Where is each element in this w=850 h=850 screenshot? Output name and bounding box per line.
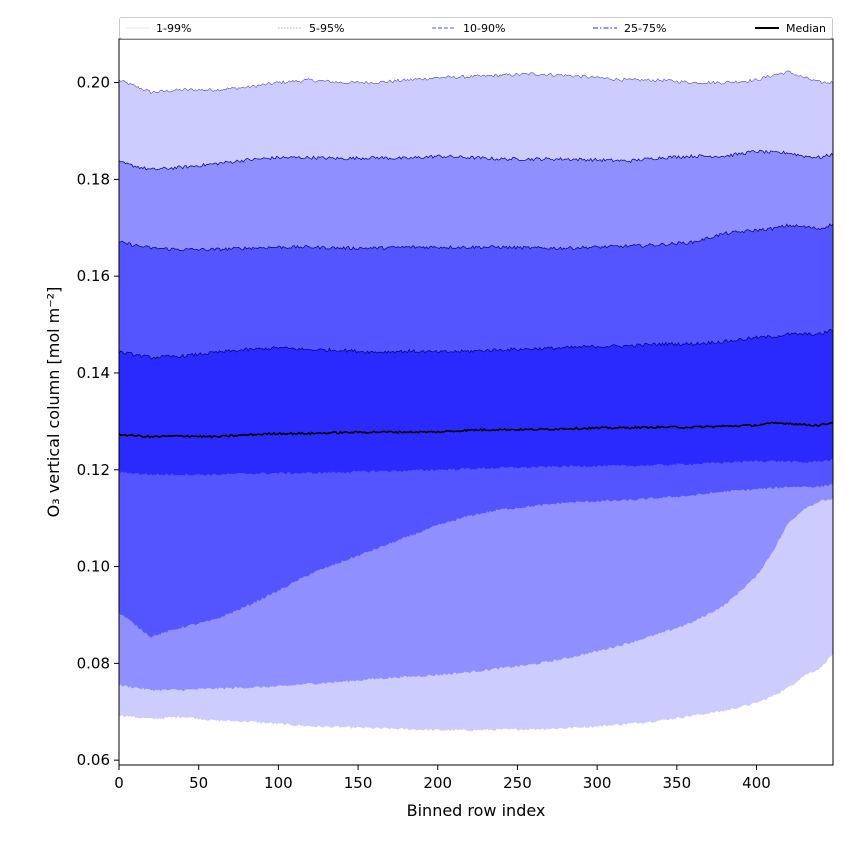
y-tick-label: 0.14 [77, 364, 110, 382]
y-tick-label: 0.12 [77, 461, 110, 479]
x-tick-label: 0 [114, 774, 124, 792]
median-layer [119, 421, 833, 439]
percentile-bands [119, 70, 833, 732]
y-tick-label: 0.06 [77, 751, 110, 769]
x-tick-label: 300 [583, 774, 612, 792]
x-tick-label: 50 [189, 774, 208, 792]
x-axis-label: Binned row index [407, 801, 546, 820]
band-upper-edge-10-90 [119, 223, 833, 252]
band-upper-edge-5-95 [119, 149, 833, 171]
y-tick-label: 0.18 [77, 170, 110, 188]
x-tick-label: 100 [264, 774, 293, 792]
y-tick-label: 0.08 [77, 654, 110, 672]
median-line [119, 421, 833, 439]
legend-label: Median [786, 22, 826, 35]
y-axis-label: O₃ vertical column [mol m⁻²] [44, 287, 63, 518]
legend-box [119, 17, 833, 39]
x-tick-label: 350 [662, 774, 691, 792]
x-tick-label: 400 [742, 774, 771, 792]
x-tick-label: 150 [344, 774, 373, 792]
y-tick-label: 0.20 [77, 74, 110, 92]
legend-label: 25-75% [624, 22, 666, 35]
band-upper-edge-25-75 [119, 328, 833, 360]
legend-label: 1-99% [156, 22, 191, 35]
y-tick-label: 0.16 [77, 267, 110, 285]
legend: 1-99% 5-95% 10-90% 25-75% Median [119, 17, 833, 39]
x-tick-label: 200 [423, 774, 452, 792]
x-tick-label: 250 [503, 774, 532, 792]
legend-label: 5-95% [309, 22, 344, 35]
band-upper-edge-1-99 [119, 70, 833, 94]
axes: 0 50 100 150 200 250 300 350 400 0.06 0.08 0.10 0.12… [77, 38, 834, 792]
y-tick-label: 0.10 [77, 558, 110, 576]
legend-label: 10-90% [463, 22, 505, 35]
band-25-75 [119, 329, 833, 476]
